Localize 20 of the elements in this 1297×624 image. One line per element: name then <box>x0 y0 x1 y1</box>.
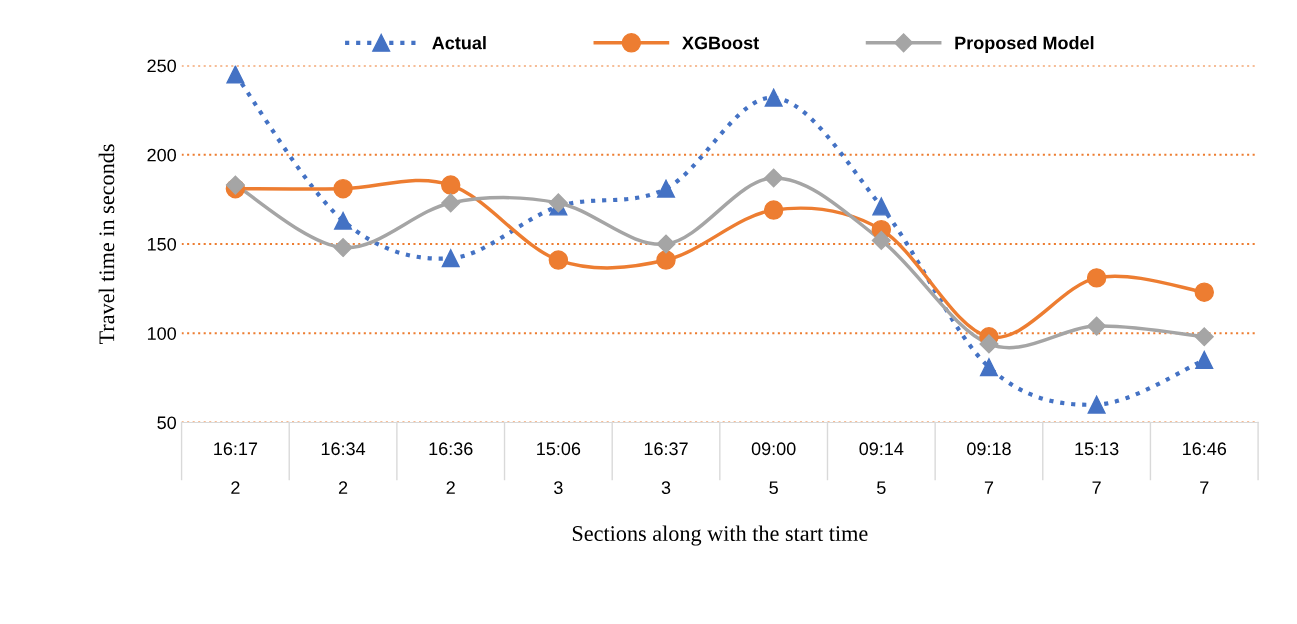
category-label: 16:34 2 <box>321 442 366 494</box>
y-tick-label: 100 <box>147 327 177 340</box>
legend-label: XGBoost <box>682 36 759 50</box>
category-label: 09:14 5 <box>859 442 904 495</box>
category-label: 09:00 5 <box>751 442 796 495</box>
legend-label: Actual <box>432 36 486 50</box>
category-label: 16:17 2 <box>214 442 258 494</box>
category-label: 09:18 7 <box>967 442 1011 494</box>
x-axis-title: Sections along with the start time <box>572 525 868 546</box>
y-tick-label: 150 <box>147 237 177 251</box>
y-axis-title: Travel time in seconds <box>98 144 115 345</box>
category-label: 16:36 2 <box>429 442 473 494</box>
y-tick-label: 200 <box>147 148 177 162</box>
legend-label: Proposed Model <box>955 36 1094 53</box>
category-label: 16:37 3 <box>644 442 688 495</box>
category-label: 15:13 7 <box>1075 442 1119 494</box>
y-tick-label: 50 <box>157 416 177 430</box>
y-tick-label: 250 <box>147 59 177 73</box>
category-label: 16:46 7 <box>1183 442 1227 494</box>
category-label: 15:06 3 <box>537 442 581 495</box>
